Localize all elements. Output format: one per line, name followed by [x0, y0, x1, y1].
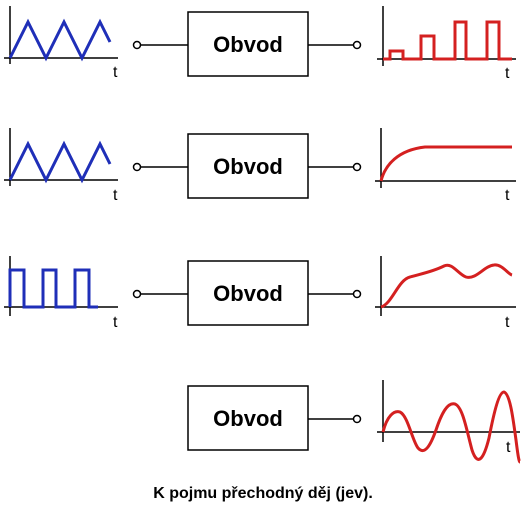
connection-left — [132, 162, 188, 172]
input-triangle-wave — [8, 140, 112, 184]
figure-caption: K pojmu přechodný děj (jev). — [153, 485, 373, 502]
circuit-box — [187, 11, 309, 77]
connection-left — [132, 289, 188, 299]
input-square-wave — [8, 268, 98, 309]
input-axes — [4, 6, 118, 64]
input-axes — [4, 128, 118, 186]
connection-right — [308, 40, 362, 50]
connection-right — [308, 289, 362, 299]
output-growing-sine — [381, 390, 522, 464]
row-4: Obvod t — [187, 380, 522, 464]
output-t-label: t — [505, 65, 510, 82]
circuit-box-label: Obvod — [213, 281, 283, 306]
circuit-box-label: Obvod — [213, 406, 283, 431]
input-t-label: t — [113, 64, 118, 81]
circuit-box-label: Obvod — [213, 154, 283, 179]
output-growing-pulses — [383, 20, 512, 61]
circuit-box — [187, 260, 309, 326]
output-exponential-rise — [379, 145, 512, 182]
output-t-label: t — [505, 187, 510, 204]
row-2: t Obvod t — [4, 128, 516, 204]
input-t-label: t — [113, 314, 118, 331]
circuit-box-label: Obvod — [213, 32, 283, 57]
output-t-label: t — [506, 439, 511, 456]
connection-right — [308, 162, 362, 172]
circuit-box — [187, 133, 309, 199]
input-t-label: t — [113, 187, 118, 204]
row-3: t Obvod t — [4, 256, 516, 331]
circuit-box — [187, 385, 309, 451]
connection-left — [132, 40, 188, 50]
output-axes — [377, 6, 516, 66]
row-1: t Obvod t — [4, 6, 516, 82]
output-t-label: t — [505, 314, 510, 331]
input-triangle-wave — [8, 18, 112, 62]
output-overshoot-oscillation — [380, 263, 513, 309]
connection-right — [308, 414, 362, 424]
